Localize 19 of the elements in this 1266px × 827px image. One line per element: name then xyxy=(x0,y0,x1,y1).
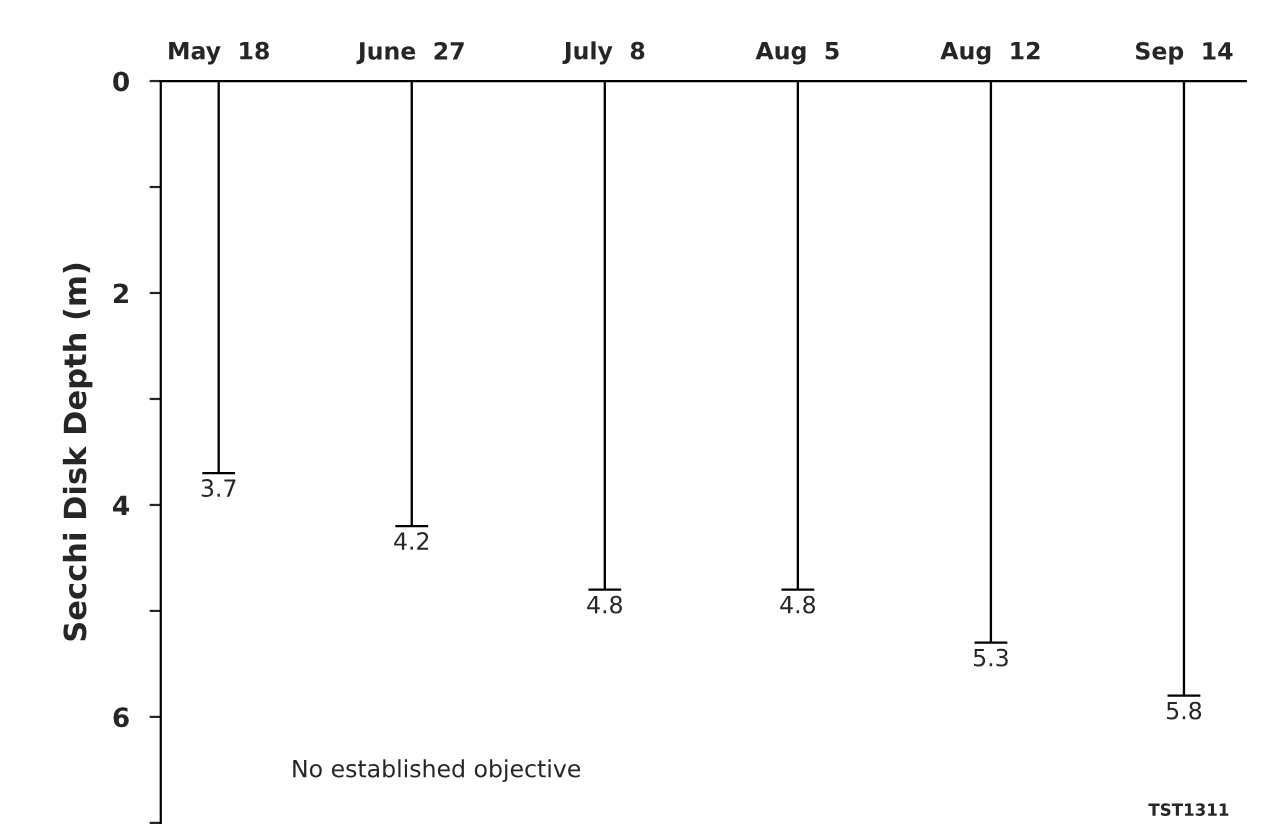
data-label: 4.2 xyxy=(394,532,429,550)
data-label: 4.8 xyxy=(780,595,816,614)
y-tick-label: 6 xyxy=(113,707,129,728)
x-tick-label: Aug 12 xyxy=(940,41,1040,65)
data-label: 5.3 xyxy=(973,648,1008,667)
y-tick-label: 2 xyxy=(113,283,128,304)
annotation: No established objective xyxy=(293,759,581,783)
data-label: 3.7 xyxy=(201,479,236,497)
x-tick-label: Sep 14 xyxy=(1136,41,1233,65)
x-tick-label: July 8 xyxy=(562,41,645,65)
y-tick-label: 4 xyxy=(113,495,130,515)
y-axis-title: Secchi Disk Depth (m) xyxy=(62,263,93,641)
annotation: TST1311 xyxy=(1148,803,1229,816)
data-label: 5.8 xyxy=(1167,701,1202,720)
x-tick-label: June 27 xyxy=(356,41,464,65)
y-tick-label: 0 xyxy=(113,71,129,92)
x-tick-label: May 18 xyxy=(169,41,269,65)
data-label: 4.8 xyxy=(587,595,622,614)
x-tick-label: Aug 5 xyxy=(755,42,839,65)
